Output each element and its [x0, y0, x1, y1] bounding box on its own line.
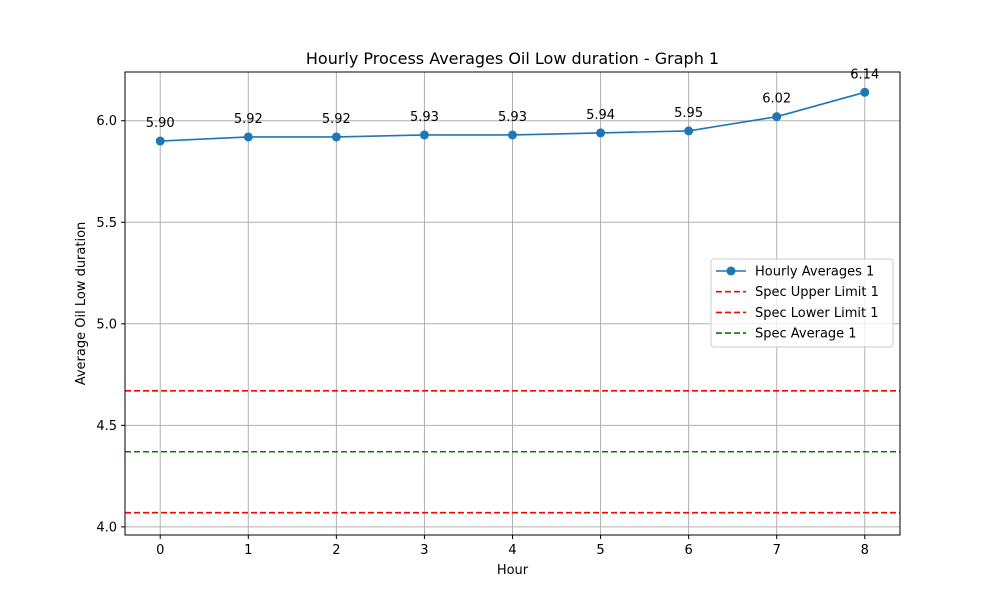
data-label: 5.94	[586, 108, 615, 123]
data-point	[684, 126, 694, 136]
x-tick-label: 6	[684, 543, 692, 558]
data-point	[419, 130, 429, 140]
chart-title: Hourly Process Averages Oil Low duration…	[306, 49, 719, 68]
legend-label: Spec Lower Limit 1	[755, 306, 879, 321]
data-point	[155, 136, 165, 146]
x-tick-label: 3	[420, 543, 428, 558]
x-tick-label: 0	[156, 543, 164, 558]
data-label: 5.93	[498, 110, 527, 125]
y-tick-label: 6.0	[96, 114, 117, 129]
data-label: 5.90	[146, 116, 175, 131]
x-tick-label: 4	[508, 543, 516, 558]
x-tick-label: 1	[244, 543, 252, 558]
data-label: 5.92	[234, 112, 263, 127]
x-axis-ticks: 0 1 2 3 4 5 6 7 8	[156, 535, 869, 558]
data-label: 6.14	[850, 67, 879, 82]
grid	[125, 72, 900, 535]
y-tick-label: 4.5	[96, 419, 117, 434]
data-series: 5.90 5.92 5.92 5.93 5.93 5.94 5.95 6.02 6.14	[146, 67, 879, 146]
x-axis-label: Hour	[497, 563, 529, 578]
y-tick-label: 5.5	[96, 216, 117, 231]
data-label: 5.95	[674, 106, 703, 121]
legend-label: Spec Average 1	[755, 327, 857, 342]
legend: Hourly Averages 1 Spec Upper Limit 1 Spec …	[710, 258, 894, 348]
x-tick-label: 7	[773, 543, 781, 558]
data-label: 5.93	[410, 110, 439, 125]
data-point	[243, 132, 253, 142]
data-point	[508, 130, 517, 140]
y-tick-label: 4.0	[96, 520, 117, 535]
legend-label: Hourly Averages 1	[755, 265, 874, 280]
data-label: 5.92	[322, 112, 351, 127]
data-point	[772, 112, 782, 122]
data-label: 6.02	[762, 92, 791, 107]
legend-box	[710, 258, 894, 348]
spec-lines	[125, 390, 900, 514]
legend-label: Spec Upper Limit 1	[755, 285, 879, 300]
legend-marker	[726, 266, 736, 276]
y-tick-label: 5.0	[96, 317, 117, 332]
x-tick-label: 2	[332, 543, 340, 558]
x-tick-label: 5	[596, 543, 604, 558]
x-tick-label: 8	[861, 543, 869, 558]
data-point	[596, 128, 606, 138]
y-axis-ticks: 4.0 4.5 5.0 5.5 6.0	[96, 114, 125, 535]
y-axis-label: Average Oil Low duration	[74, 222, 89, 386]
data-point	[331, 132, 341, 142]
data-point	[860, 87, 870, 97]
